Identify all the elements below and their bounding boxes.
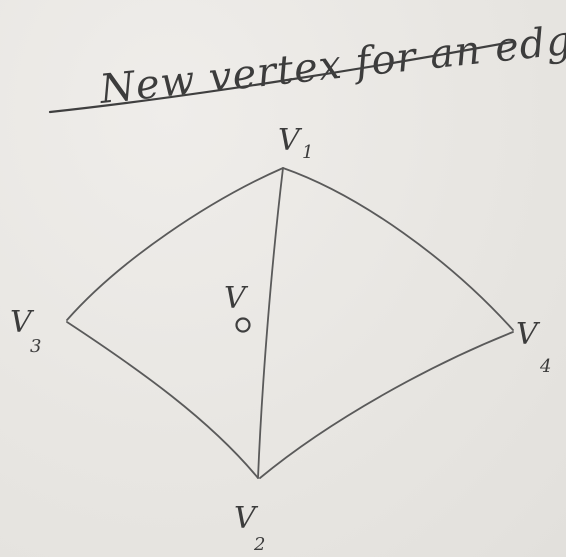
vertex-label-v1: V 1 [278, 123, 313, 163]
v1-letter: V [278, 123, 303, 158]
v0-letter: V [224, 281, 249, 316]
new-vertex-marker [235, 317, 251, 333]
v2-letter: V [234, 501, 259, 536]
vertex-label-v2: V 2 [234, 501, 265, 555]
vertex-label-v3: V 3 [10, 305, 41, 357]
vertex-label-v4: V 4 [516, 317, 551, 377]
edge-v3-v2 [66, 321, 259, 479]
edge-v1-v4 [282, 167, 514, 331]
edge-v1-v3 [66, 167, 284, 321]
v4-subscript: 4 [539, 356, 551, 377]
v3-subscript: 3 [30, 336, 41, 357]
v2-subscript: 2 [253, 534, 265, 555]
v3-letter: V [10, 305, 35, 340]
v1-subscript: 1 [302, 142, 313, 163]
v4-letter: V [516, 317, 541, 352]
edge-v4-v2 [259, 331, 514, 479]
edge-v1-v2 [257, 167, 284, 479]
title-underline [48, 40, 514, 114]
vertex-label-v0: V [224, 281, 249, 316]
